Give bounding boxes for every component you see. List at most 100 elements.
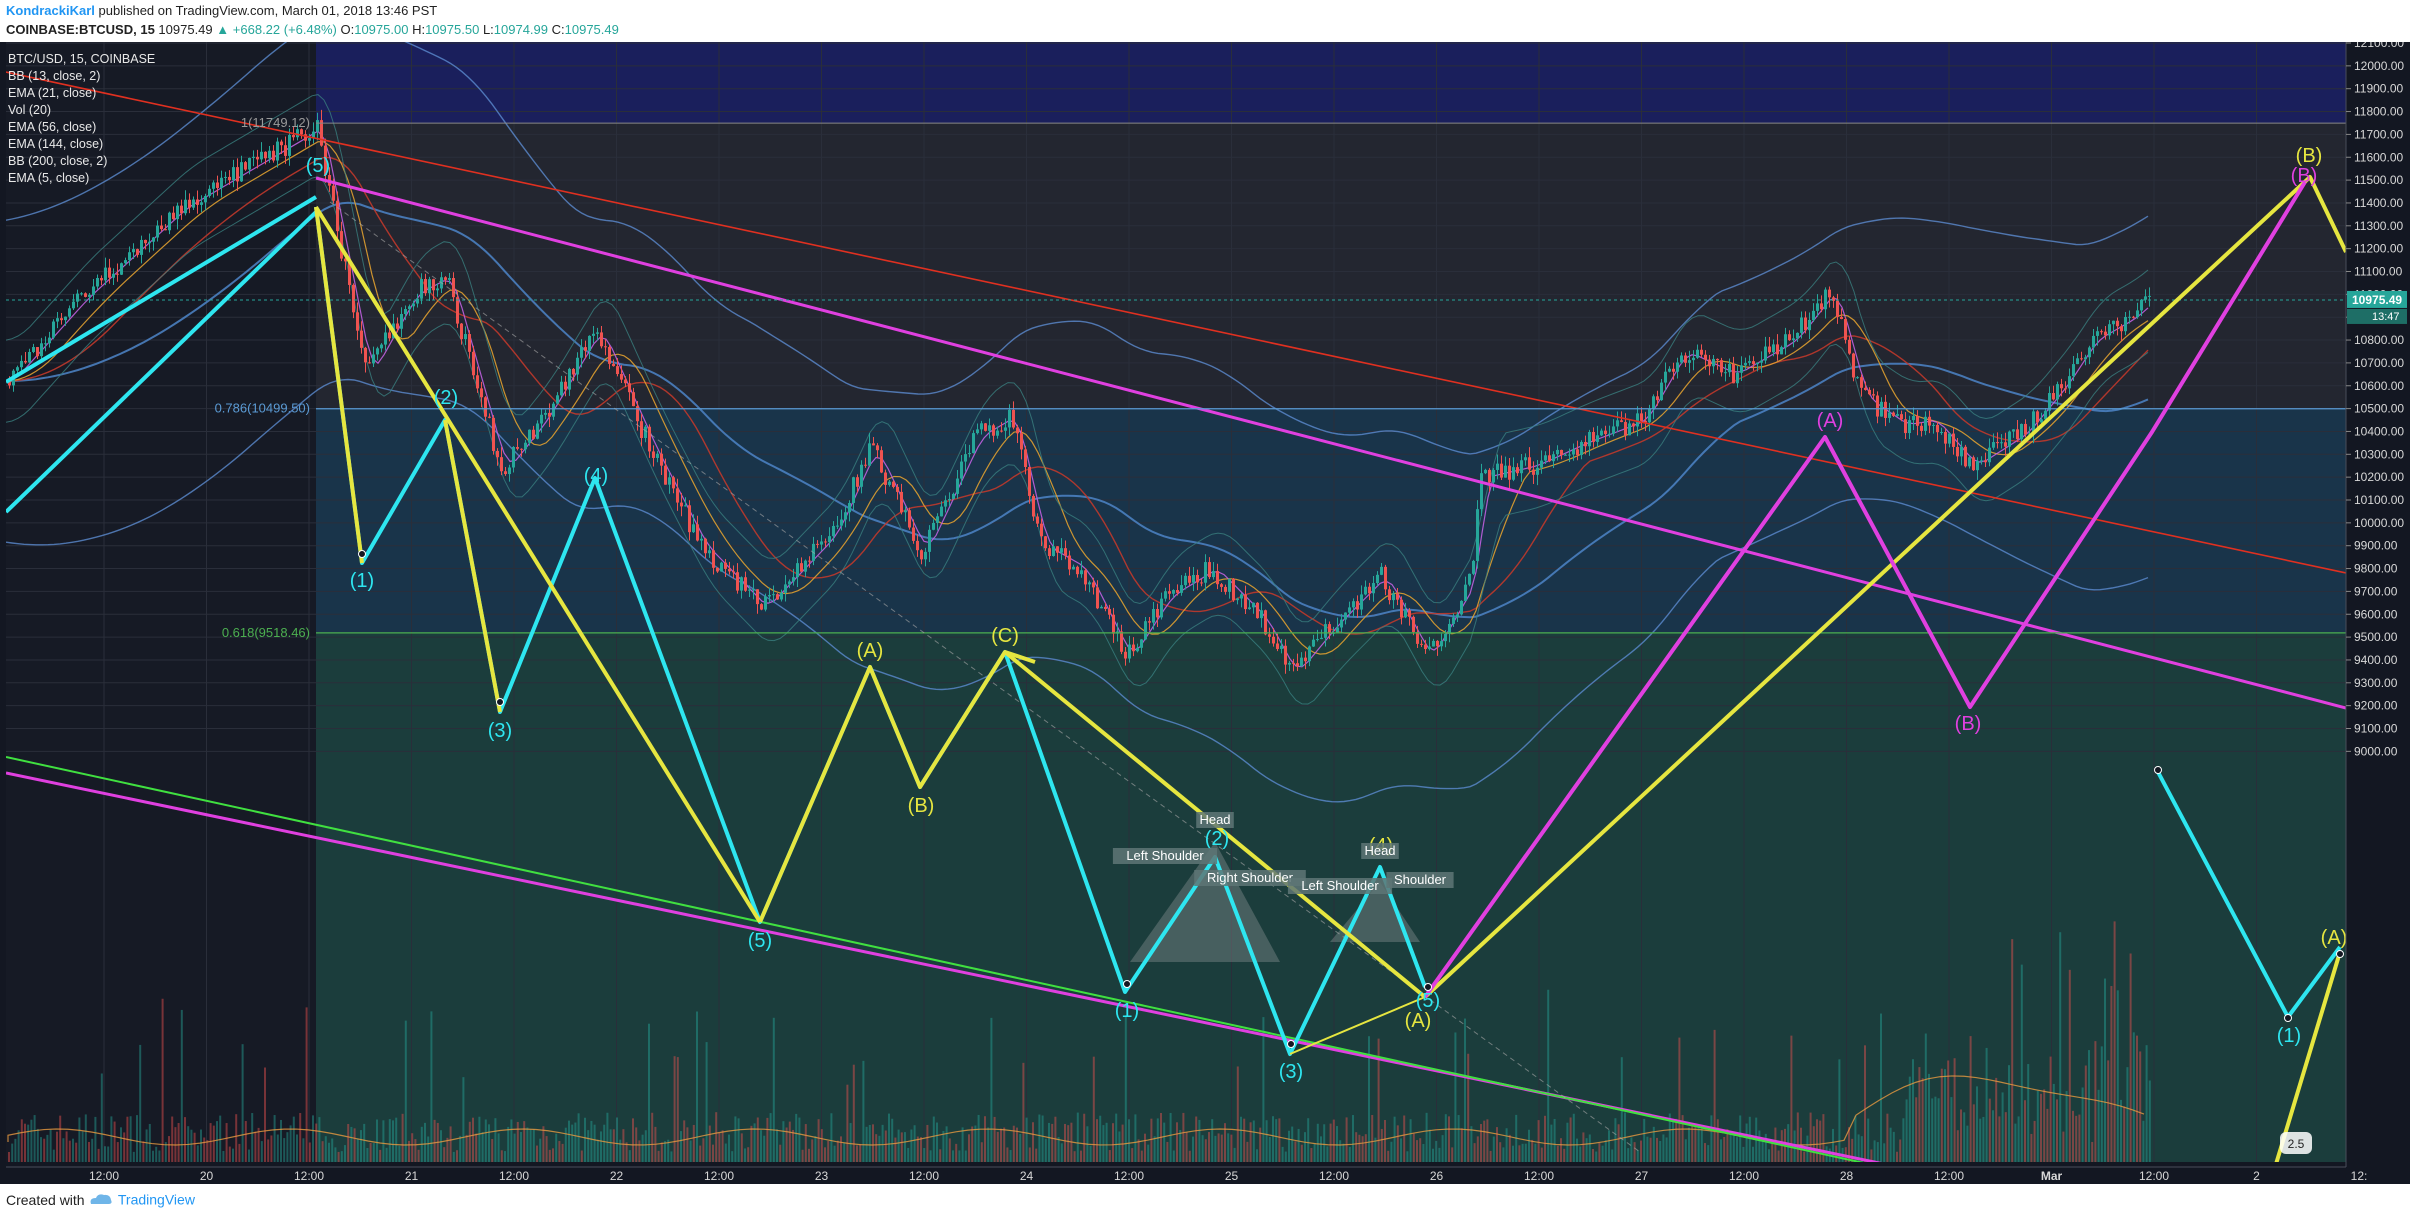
volume-bar	[129, 1116, 132, 1162]
candle-body	[1164, 591, 1167, 599]
legend-study[interactable]: EMA (21, close)	[8, 86, 97, 100]
volume-bar	[1163, 1122, 1166, 1162]
volume-bar	[2126, 1067, 2129, 1162]
candle-body	[1552, 454, 1555, 462]
candle-body	[1128, 644, 1131, 659]
volume-bar	[2145, 1045, 2148, 1162]
legend-study[interactable]: EMA (56, close)	[8, 120, 97, 134]
volume-bar	[750, 1125, 753, 1162]
price-change: +668.22 (+6.48%)	[232, 22, 337, 37]
tradingview-link[interactable]: TradingView	[88, 1190, 195, 1207]
volume-bar	[1144, 1133, 1146, 1162]
candle-body	[1720, 360, 1723, 373]
volume-bar	[110, 1116, 113, 1162]
volume-bar	[452, 1151, 455, 1162]
price-tick-label: 9200.00	[2354, 699, 2398, 713]
candle-body	[468, 334, 471, 352]
volume-bar	[1582, 1132, 1585, 1162]
candle-body	[68, 308, 71, 317]
time-tick-label: 26	[1430, 1169, 1444, 1183]
volume-bar	[1816, 1119, 1818, 1162]
candle-body	[1856, 377, 1859, 379]
volume-bar	[827, 1140, 830, 1162]
price-tick-label: 12100.00	[2354, 42, 2404, 50]
candle-body	[324, 145, 327, 176]
price-chart[interactable]: (5)(1)(2)(3)(4)(5)(A)(B)(C)(1)(2)(3)(4)(…	[0, 42, 2410, 1184]
volume-bar	[939, 1149, 942, 1162]
legend-study[interactable]: BB (200, close, 2)	[8, 154, 108, 168]
candle-body	[1092, 582, 1095, 588]
candle-body	[352, 284, 355, 313]
time-tick-label: 23	[815, 1169, 829, 1183]
volume-bar	[657, 1150, 660, 1162]
candle-body	[200, 202, 203, 205]
volume-bar	[180, 1009, 183, 1162]
volume-bar	[1995, 1077, 1998, 1162]
legend-study[interactable]: EMA (144, close)	[8, 137, 104, 151]
candle-body	[2108, 324, 2111, 336]
volume-bar	[94, 1116, 97, 1162]
candle-body	[1184, 575, 1187, 586]
volume-bar	[296, 1134, 298, 1162]
author-link[interactable]: KondrackiKarl	[6, 3, 95, 18]
volume-bar	[1480, 1124, 1482, 1162]
candle-body	[224, 176, 227, 178]
candle-body	[612, 363, 615, 367]
legend-study[interactable]: BB (13, close, 2)	[8, 69, 101, 83]
candle-body	[1536, 467, 1539, 475]
volume-bar	[472, 1117, 474, 1162]
candle-body	[1032, 495, 1035, 517]
volume-bar	[776, 1129, 778, 1162]
candle-body	[1260, 610, 1263, 619]
volume-bar	[1316, 1123, 1319, 1162]
candle-body	[1744, 362, 1747, 366]
volume-bar	[2110, 986, 2113, 1162]
candle-body	[1844, 319, 1847, 340]
legend-study[interactable]: Vol (20)	[8, 103, 52, 117]
candle-body	[688, 505, 691, 533]
volume-bar	[1745, 1123, 1748, 1162]
legend-title[interactable]: BTC/USD, 15, COINBASE	[8, 52, 156, 66]
candle-body	[144, 239, 147, 244]
candle-body	[1492, 469, 1495, 483]
volume-bar	[1854, 1115, 1857, 1162]
candle-body	[680, 502, 683, 507]
wave-label: (A)	[2321, 927, 2348, 949]
volume-bar	[1166, 1141, 1169, 1162]
volume-bar	[795, 1113, 798, 1162]
candle-body	[584, 347, 587, 351]
close-value: 10975.49	[564, 22, 619, 37]
candle-body	[840, 519, 843, 526]
candle-body	[1640, 413, 1643, 421]
volume-bar	[756, 1117, 759, 1162]
candle-body	[1804, 317, 1807, 331]
candle-body	[1540, 460, 1543, 468]
volume-bar	[1201, 1135, 1204, 1162]
candle-body	[236, 167, 239, 182]
candle-body	[960, 461, 963, 479]
volume-bar	[2100, 1046, 2103, 1162]
volume-bar	[1259, 1127, 1262, 1162]
volume-bar	[1710, 1115, 1713, 1162]
volume-bar	[203, 1137, 206, 1162]
candle-body	[1824, 289, 1827, 310]
candle-body	[536, 423, 539, 439]
candle-body	[108, 267, 111, 278]
candle-body	[400, 314, 403, 329]
candle-body	[112, 273, 115, 278]
volume-bar	[46, 1134, 49, 1162]
candle-body	[1148, 621, 1151, 623]
volume-bar	[1502, 1147, 1505, 1162]
legend-study[interactable]: EMA (5, close)	[8, 171, 90, 185]
candle-body	[1196, 574, 1199, 583]
candle-body	[928, 529, 931, 552]
volume-bar	[1700, 1126, 1703, 1162]
volume-bar	[193, 1132, 196, 1162]
candle-body	[2120, 326, 2123, 332]
volume-bar	[990, 1017, 993, 1162]
volume-bar	[1969, 1036, 1972, 1162]
pattern-label-bg	[1386, 872, 1454, 888]
volume-bar	[1614, 1118, 1617, 1162]
candle-body	[216, 182, 219, 188]
volume-bar	[449, 1126, 452, 1162]
